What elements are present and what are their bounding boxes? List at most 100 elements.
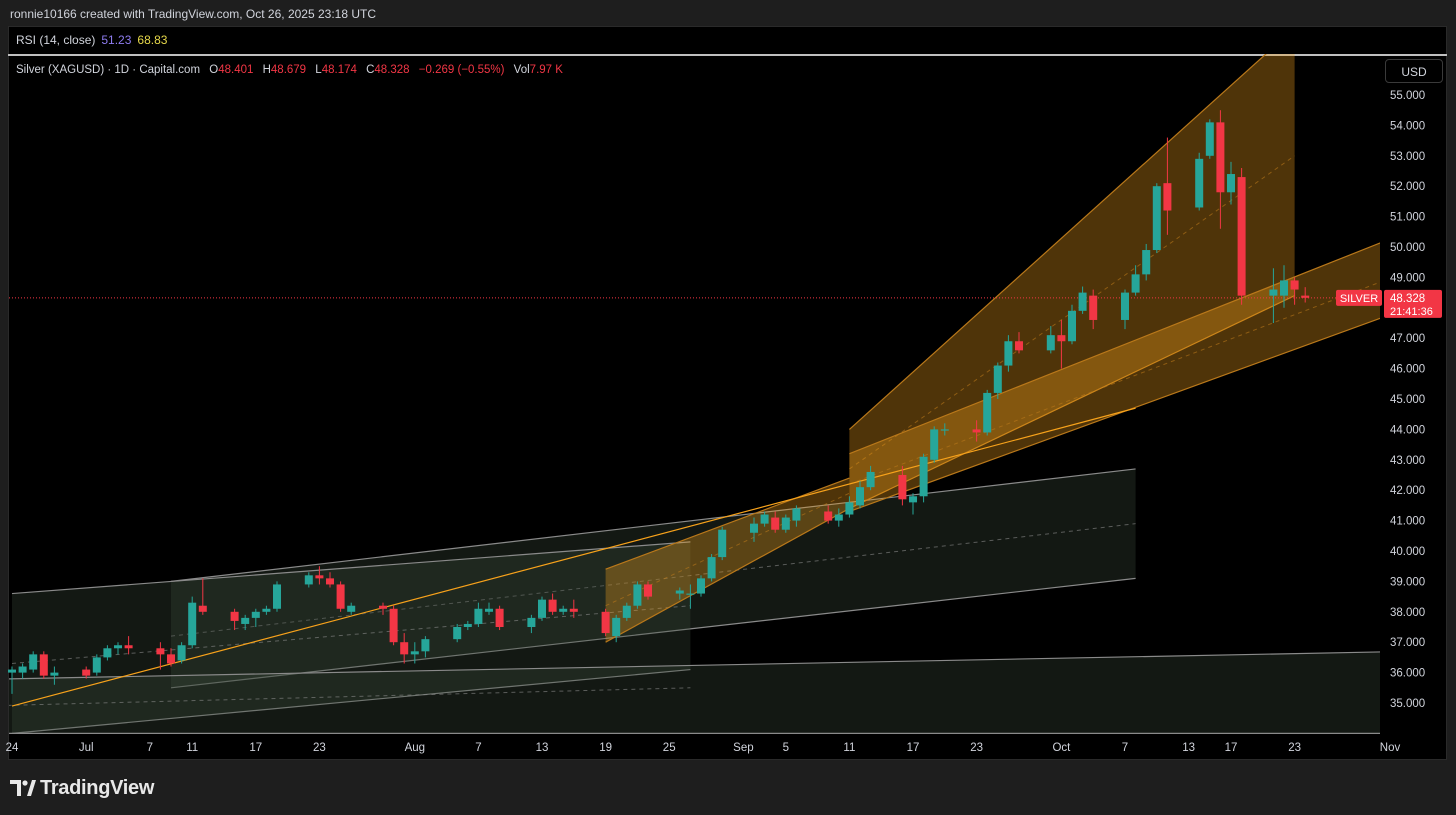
candle [1216,110,1225,229]
candle [675,587,684,600]
tradingview-logo-icon [10,780,36,796]
time-tick-label: Sep [733,742,753,754]
candle [1015,332,1023,354]
open-label: O [209,64,219,76]
time-tick-label: 17 [249,742,262,754]
symbol-legend[interactable]: Silver (XAGUSD) · 1D · Capital.com O48.4… [16,64,563,76]
candle [326,572,334,588]
candle [1290,277,1299,305]
price-tick-label: 46.000 [1390,364,1425,376]
candle [29,651,38,673]
gray-channel-2 [9,651,1380,735]
candle [304,572,313,588]
candle-body [262,608,271,612]
candle [845,496,854,518]
price-tick-label: 41.000 [1390,516,1425,528]
high-value: 48.679 [270,64,307,76]
candle [1152,183,1161,254]
candle [103,645,112,661]
candle-body [559,608,568,612]
candle-body [622,605,631,618]
orange-channel-2 [849,242,1380,513]
open-value: 48.401 [218,64,254,76]
orange-channel-2-fill [849,242,1380,512]
currency-button[interactable]: USD [1385,59,1443,83]
candle-body [633,584,642,606]
time-tick-label: 17 [1225,742,1238,754]
candle-body [538,599,546,618]
candle [792,505,801,527]
candle-body [993,365,1002,393]
candle [538,596,546,621]
time-tick-label: 23 [1288,742,1301,754]
time-tick-label: 25 [663,742,676,754]
time-tick-label: 7 [147,742,153,754]
candle-body [326,578,334,585]
time-tick-label: 13 [536,742,549,754]
orange-channel-2-mid [849,281,1380,485]
candle-body [1004,341,1013,366]
candle [1280,265,1288,308]
candle-body [103,648,112,658]
low-label: L [315,64,322,76]
candle-body [8,669,16,673]
candle [82,666,91,679]
candle-body [675,590,684,594]
candle [1205,119,1214,159]
candle [1269,268,1278,323]
symbol-title: Silver (XAGUSD) · 1D · Capital.com [16,64,201,76]
candle [940,423,949,436]
tradingview-brand: TradingView [40,777,155,799]
price-tag-symbol: SILVER [1340,293,1378,305]
candle-body [167,654,175,664]
gray-channel-0-upper [170,468,1136,582]
rsi-legend[interactable]: RSI (14, close) 51.23 68.83 [16,33,167,47]
candle-body [707,557,716,579]
candle-body [251,611,260,618]
time-tick-label: 11 [186,742,198,754]
price-tick-label: 50.000 [1390,242,1425,254]
candle-body [834,514,843,521]
price-tick-label: 40.000 [1390,546,1425,558]
time-tick-label: 23 [970,742,983,754]
orange-channel-1-fill [849,54,1295,509]
credit-text: ronnie10166 created with TradingView.com… [10,7,376,21]
time-tick-label: Aug [405,742,425,754]
candle-body [400,642,409,655]
price-tick-label: 36.000 [1390,668,1425,680]
price-tick-label: 49.000 [1390,272,1425,284]
time-tick-label: 17 [907,742,920,754]
low-value: 48.174 [321,64,357,76]
candle [273,581,281,612]
price-tag-price: 48.328 [1390,293,1425,305]
time-axis: 24 Jul 7 11 17 23 Aug 7 13 19 25 Sep 5 11 17 23 Oct 7 13 17… [6,742,1401,754]
time-tick-label: 13 [1182,742,1195,754]
candle [1301,287,1310,303]
candle [1078,286,1087,314]
price-tick-label: 52.000 [1390,181,1425,193]
candle [336,581,345,612]
price-tag-box [1384,289,1442,318]
candle [718,526,727,561]
candle [633,581,642,609]
candle-body [1131,274,1140,293]
candle-body [1237,177,1246,296]
candle-body [188,602,197,646]
candle-body [919,456,928,497]
candle [251,608,260,627]
gray-channel-0-fill [171,468,1136,688]
candle [866,465,875,491]
pane-separator[interactable] [8,54,1447,56]
candle [495,605,504,631]
orange-channel-1-upper [848,54,1267,430]
candle-body [792,508,801,521]
candle-body [718,529,727,558]
candle [781,514,790,533]
candle [686,584,695,609]
candle [1227,161,1235,205]
candle-body [760,514,769,524]
candle [177,642,186,664]
candle-body [697,578,705,594]
candle-body [241,617,250,624]
